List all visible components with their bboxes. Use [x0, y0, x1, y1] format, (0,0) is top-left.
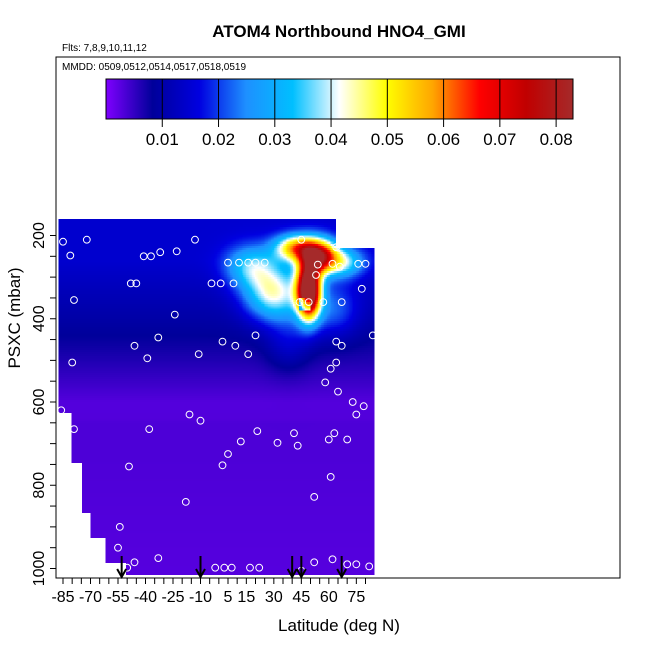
- chart-title: ATOM4 Northbound HNO4_GMI: [212, 22, 465, 41]
- heatmap-field: [58, 219, 374, 575]
- flights-label: Flts: 7,8,9,10,11,12: [62, 43, 147, 54]
- dates-label: MMDD: 0509,0512,0514,0517,0518,0519: [62, 62, 246, 73]
